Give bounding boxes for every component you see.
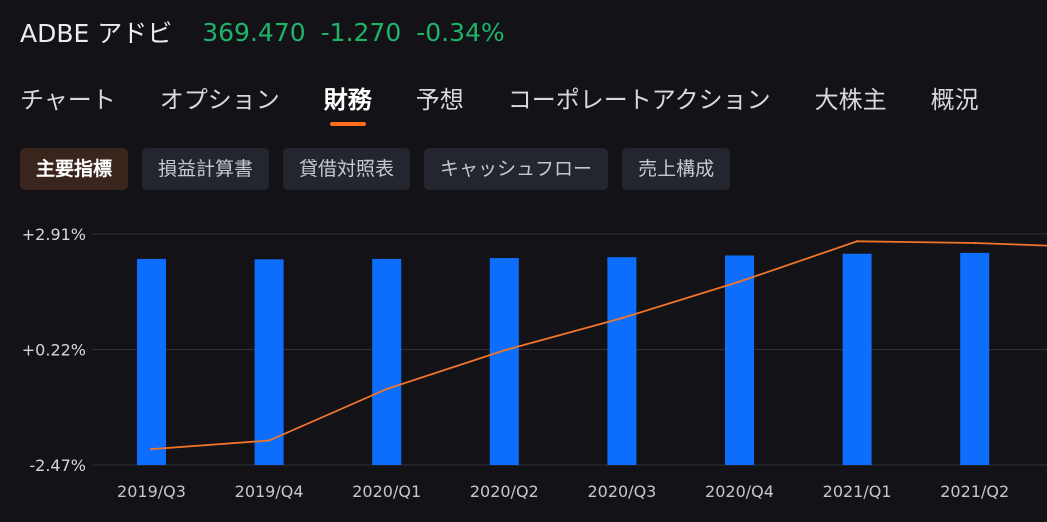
tab-overview[interactable]: 概況 (930, 86, 979, 114)
bar[interactable] (489, 258, 519, 465)
price: 369.470 (202, 17, 306, 47)
financial-subtabs: 主要指標 損益計算書 貸借対照表 キャッシュフロー 売上構成 (20, 148, 744, 190)
x-tick-label: 2021/Q1 (823, 482, 892, 501)
main-tabs: チャート オプション 財務 予想 コーポレートアクション 大株主 概況 (20, 82, 1023, 126)
line-point (503, 349, 506, 352)
y-tick-label: +2.91% (22, 225, 86, 244)
x-tick-label: 2020/Q4 (705, 482, 774, 501)
bar[interactable] (725, 255, 754, 465)
x-tick-label: 2020/Q2 (470, 482, 539, 501)
subtab-cash-flow[interactable]: キャッシュフロー (424, 148, 609, 190)
line-point (150, 447, 153, 451)
line-point (973, 241, 976, 245)
line-point (620, 316, 624, 320)
x-tick-label: 2020/Q1 (352, 482, 421, 501)
subtab-key-metrics[interactable]: 主要指標 (20, 148, 129, 190)
price-change-percent: -0.34% (416, 17, 505, 47)
tab-options[interactable]: オプション (159, 86, 280, 114)
bar[interactable] (254, 259, 284, 465)
line-point (385, 387, 388, 391)
line-series (151, 240, 1047, 451)
bar[interactable] (842, 253, 872, 465)
tab-financials[interactable]: 財務 (324, 82, 372, 126)
ticker-name: ADBE アドビ (20, 19, 173, 48)
tab-estimates[interactable]: 予想 (415, 86, 464, 114)
tab-corporate-actions[interactable]: コーポレートアクション (507, 86, 771, 114)
x-tick-label: 2019/Q3 (117, 482, 186, 501)
line-point (855, 240, 859, 243)
line-point (267, 439, 271, 442)
x-tick-label: 2020/Q3 (587, 482, 656, 501)
subtab-income-statement[interactable]: 損益計算書 (142, 148, 270, 190)
price-change: -1.270 (320, 17, 402, 47)
tab-chart[interactable]: チャート (20, 86, 116, 114)
quote-header: ADBE アドビ 369.470 -1.270 -0.34% (20, 12, 520, 52)
x-tick-label: 2019/Q4 (235, 482, 304, 501)
x-tick-label: 2021/Q2 (940, 482, 1009, 501)
subtab-revenue-breakdown[interactable]: 売上構成 (622, 148, 731, 190)
subtab-balance-sheet[interactable]: 貸借対照表 (283, 148, 411, 190)
financial-chart: +2.91% +0.22% -2.47% 2019/Q3 2019/Q4 2020/Q1 2… (22, 225, 1047, 501)
tab-major-shareholders[interactable]: 大株主 (814, 86, 887, 114)
y-tick-label: +0.22% (22, 341, 86, 360)
line-point (738, 280, 741, 283)
bar[interactable] (960, 252, 990, 465)
bar[interactable] (372, 258, 402, 465)
bar[interactable] (607, 257, 637, 465)
y-tick-label: -2.47% (29, 456, 86, 475)
bar[interactable] (137, 258, 166, 465)
